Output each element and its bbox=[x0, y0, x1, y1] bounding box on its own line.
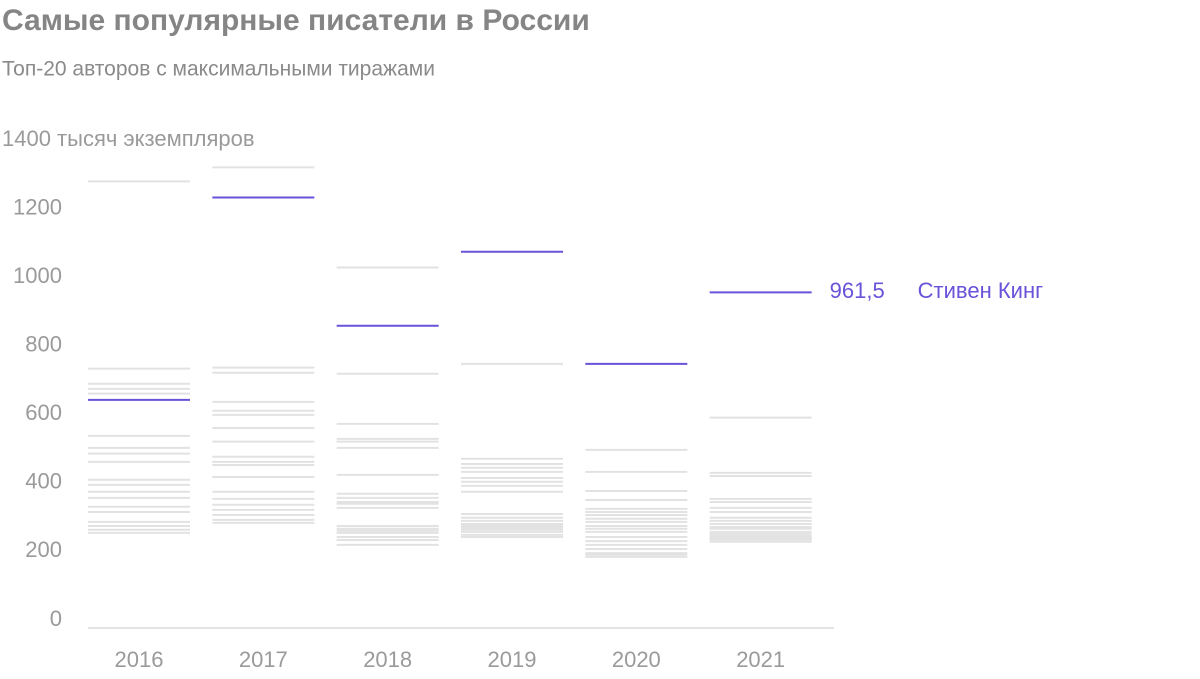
y-tick-label: 1000 bbox=[13, 263, 62, 288]
chart-subtitle: Топ-20 авторов с максимальными тиражами bbox=[2, 58, 435, 81]
x-tick-label: 2020 bbox=[612, 647, 661, 672]
chart-title: Самые популярные писатели в России bbox=[2, 4, 590, 37]
y-tick-label: 600 bbox=[25, 400, 62, 425]
y-tick-label: 1400 тысяч экземпляров bbox=[2, 126, 255, 151]
x-tick-label: 2019 bbox=[488, 647, 537, 672]
x-tick-label: 2017 bbox=[239, 647, 288, 672]
y-tick-label: 400 bbox=[25, 469, 62, 494]
series-label: Стивен Кинг bbox=[918, 278, 1043, 303]
y-tick-label: 1200 bbox=[13, 194, 62, 219]
x-tick-label: 2021 bbox=[736, 647, 785, 672]
value-label: 961,5 bbox=[830, 278, 885, 303]
x-tick-label: 2018 bbox=[363, 647, 412, 672]
x-tick-label: 2016 bbox=[115, 647, 164, 672]
y-tick-label: 200 bbox=[25, 537, 62, 562]
y-tick-label: 0 bbox=[50, 606, 62, 631]
y-tick-label: 800 bbox=[25, 332, 62, 357]
